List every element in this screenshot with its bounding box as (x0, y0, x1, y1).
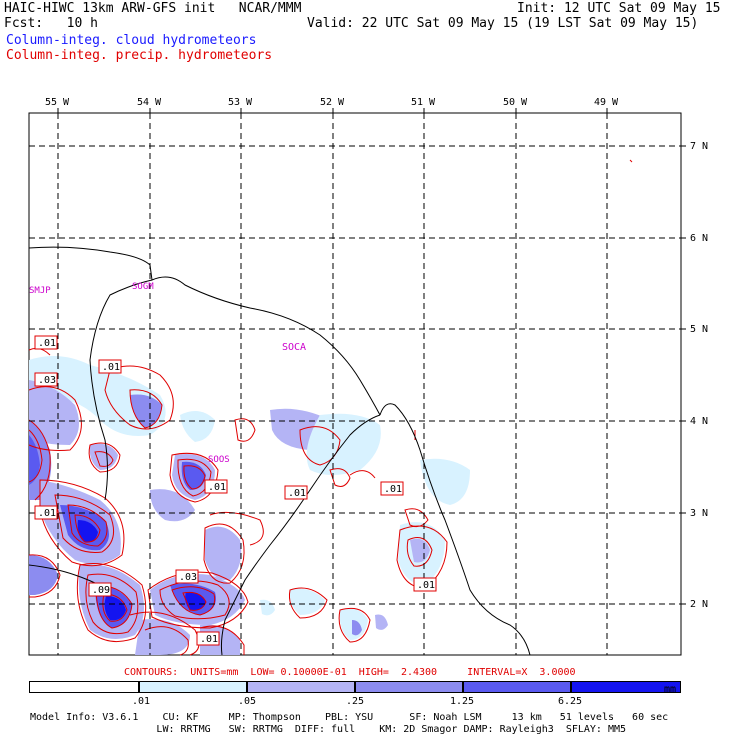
lon-label-51w: 51 W (411, 97, 436, 108)
colorbar-segment (355, 681, 463, 693)
contour-label: .01 (200, 634, 219, 645)
station-sogm: SOGM (132, 282, 154, 292)
grid-lines (29, 113, 681, 655)
colorbar-tick: 6.25 (558, 696, 583, 707)
colorbar-segment (29, 681, 139, 693)
contour-label: .01 (102, 362, 121, 373)
coastline (28, 246, 531, 656)
colorbar-segment (139, 681, 247, 693)
contour-label: .01 (38, 338, 57, 349)
colorbar-segment (571, 681, 681, 693)
contour-label: .01 (208, 482, 227, 493)
contour-info: CONTOURS: UNITS=mm LOW= 0.10000E-01 HIGH… (124, 667, 576, 678)
colorbar-segment (463, 681, 571, 693)
station-soca: SOCA (282, 342, 307, 353)
lon-label-53w: 53 W (228, 97, 253, 108)
lon-label-55w: 55 W (45, 97, 70, 108)
contour-label: .01 (384, 484, 403, 495)
contour-label: .01 (38, 508, 57, 519)
colorbar (29, 681, 681, 693)
contour-label: .09 (92, 585, 111, 596)
station-soos: SOOS (208, 455, 230, 465)
precip-contours (28, 159, 633, 656)
init-time: Init: 12 UTC Sat 09 May 15 (517, 1, 721, 16)
lon-label-52w: 52 W (320, 97, 345, 108)
model-info-line2: LW: RRTMG SW: RRTMG DIFF: full KM: 2D Sm… (30, 724, 627, 735)
lat-label-2n: 2 N (690, 599, 709, 610)
colorbar-tick: .25 (346, 696, 365, 707)
contour-label: .03 (38, 375, 57, 386)
contour-label: .01 (288, 488, 307, 499)
model-title: HAIC-HIWC 13km ARW-GFS init NCAR/MMM (4, 1, 302, 16)
station-smjp: SMJP (29, 286, 51, 296)
lat-label-6n: 6 N (690, 233, 709, 244)
forecast-hour: Fcst: 10 h (4, 16, 98, 31)
colorbar-segment (247, 681, 355, 693)
valid-time: Valid: 22 UTC Sat 09 May 15 (19 LST Sat … (307, 16, 699, 31)
lon-label-54w: 54 W (137, 97, 162, 108)
colorbar-unit: mm (664, 684, 677, 695)
colorbar-tick: 1.25 (450, 696, 475, 707)
lon-label-50w: 50 W (503, 97, 528, 108)
lat-label-7n: 7 N (690, 141, 709, 152)
legend-precip: Column-integ. precip. hydrometeors (6, 48, 273, 63)
colorbar-tick: .05 (238, 696, 257, 707)
lat-label-5n: 5 N (690, 324, 709, 335)
contour-label: .03 (179, 572, 198, 583)
legend-cloud: Column-integ. cloud hydrometeors (6, 33, 257, 48)
lon-label-49w: 49 W (594, 97, 619, 108)
model-info-line1: Model Info: V3.6.1 CU: KF MP: Thompson P… (30, 712, 669, 723)
axis-ticks (57, 108, 686, 605)
contour-label: .01 (417, 580, 436, 591)
lat-label-4n: 4 N (690, 416, 709, 427)
lat-label-3n: 3 N (690, 508, 709, 519)
contour-label-boxes (34, 335, 437, 646)
colorbar-tick: .01 (132, 696, 151, 707)
